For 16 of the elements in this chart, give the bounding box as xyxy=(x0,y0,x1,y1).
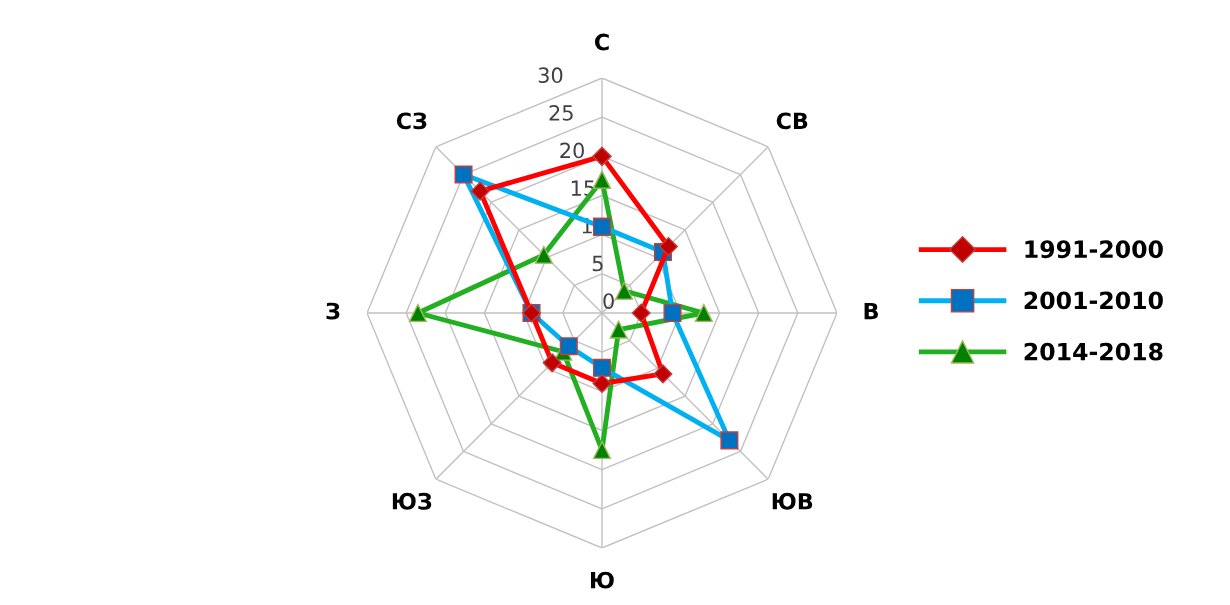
spoke-label: Ю xyxy=(591,571,614,589)
legend-label: 2014-2018 xyxy=(1024,342,1163,361)
spoke-label: СЗ xyxy=(396,112,427,130)
spoke-label: ЮЗ xyxy=(392,492,432,510)
legend-label: 1991-2000 xyxy=(1025,240,1163,259)
spoke-label: СВ xyxy=(776,112,808,130)
spoke-label: З xyxy=(326,302,340,320)
y-tick-label: 30 xyxy=(538,67,563,84)
spoke-label: С xyxy=(594,33,609,51)
y-tick-label: 20 xyxy=(560,142,584,159)
y-tick-label: 5 xyxy=(592,255,603,272)
spoke-label: В xyxy=(864,302,878,320)
y-tick-label: 0 xyxy=(603,293,614,309)
y-tick-label: 25 xyxy=(549,104,573,121)
legend-label: 2001-2010 xyxy=(1024,291,1163,310)
spoke-label: ЮВ xyxy=(772,492,813,510)
